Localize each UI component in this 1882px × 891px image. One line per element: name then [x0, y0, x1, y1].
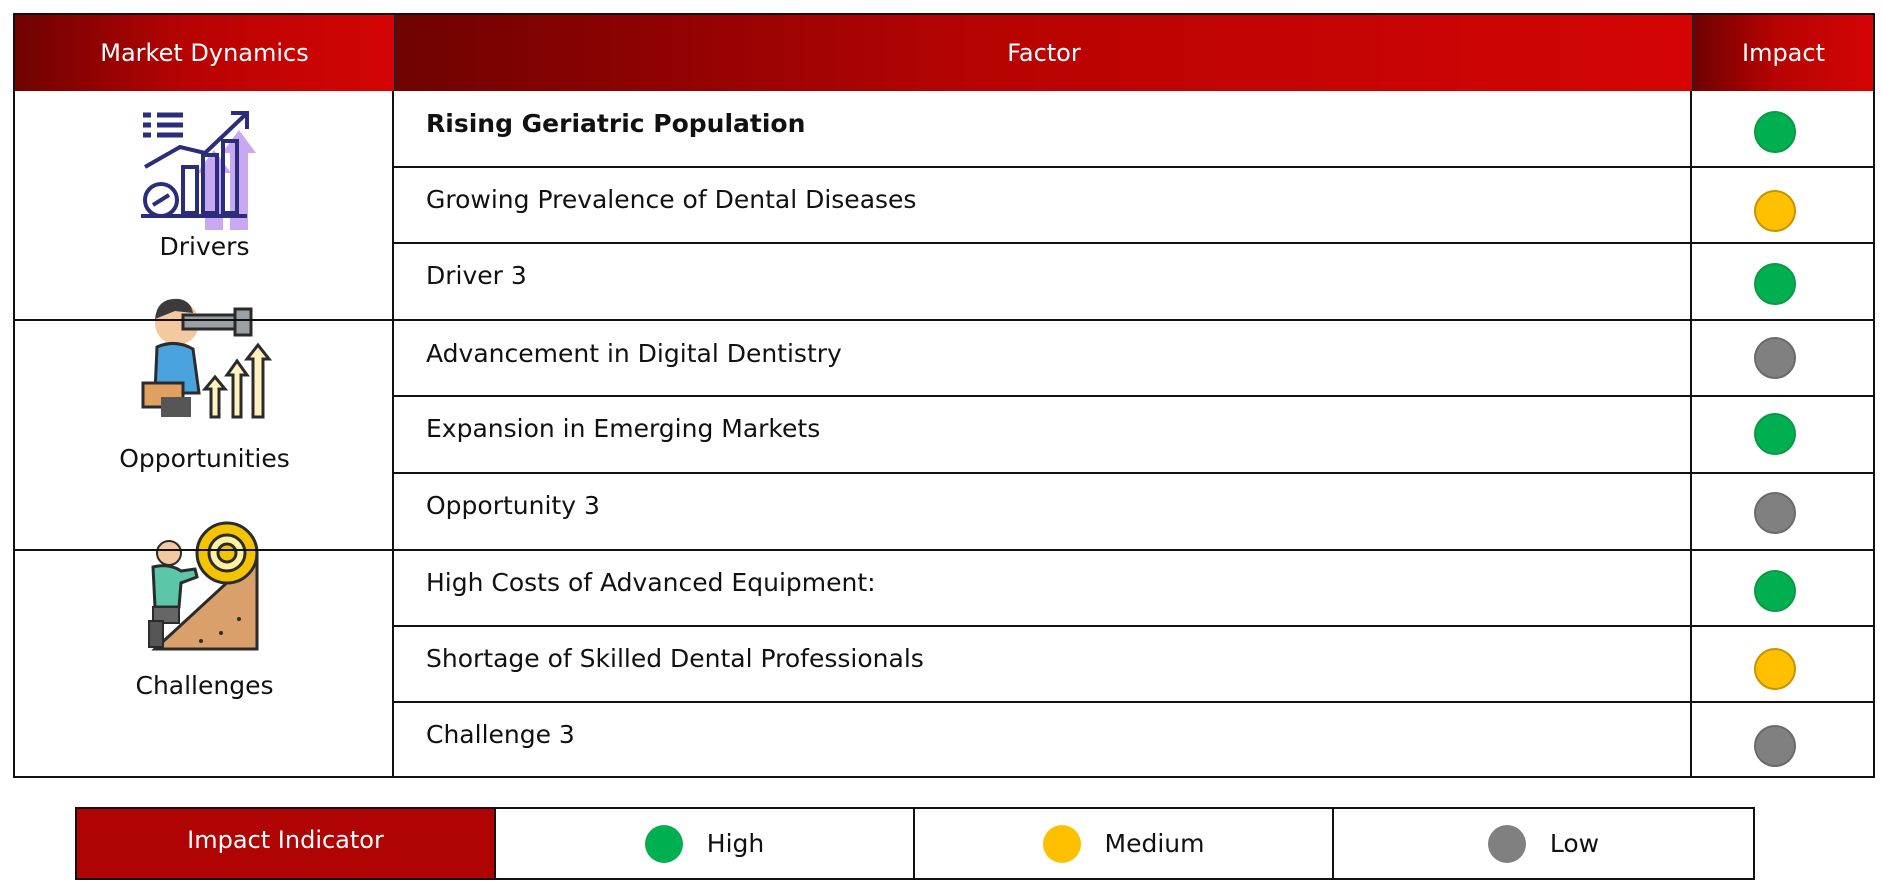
binoculars-person-icon	[135, 289, 275, 433]
row-divider	[392, 701, 1873, 703]
impact-indicator-dot	[1754, 648, 1796, 690]
group-opportunities: Opportunities	[15, 281, 394, 507]
factor-row: Growing Prevalence of Dental Diseases	[426, 185, 917, 214]
group-divider	[15, 319, 1873, 321]
growth-chart-icon	[135, 105, 275, 239]
climbing-gear-icon	[135, 515, 275, 659]
low-dot-icon	[1487, 824, 1526, 863]
row-divider	[392, 242, 1873, 244]
factor-row: Challenge 3	[426, 720, 575, 749]
legend-item-high: High	[496, 809, 915, 878]
header-market-dynamics: Market Dynamics	[15, 15, 394, 91]
factor-row: Opportunity 3	[426, 491, 600, 520]
row-divider	[392, 166, 1873, 168]
factor-row: Driver 3	[426, 261, 527, 290]
high-dot-icon	[644, 824, 683, 863]
row-divider	[392, 472, 1873, 474]
group-label-challenges: Challenges	[135, 671, 274, 700]
factor-row: High Costs of Advanced Equipment:	[426, 568, 876, 597]
group-label-opportunities: Opportunities	[119, 444, 290, 473]
row-divider	[392, 395, 1873, 397]
impact-legend: Impact Indicator High Medium Low	[75, 807, 1755, 880]
impact-indicator-dot	[1754, 190, 1796, 232]
row-divider	[392, 625, 1873, 627]
market-dynamics-table: Market Dynamics Factor Impact	[13, 13, 1875, 778]
group-drivers: Drivers	[15, 91, 394, 281]
legend-title: Impact Indicator	[77, 809, 496, 878]
impact-indicator-dot	[1754, 725, 1796, 767]
factor-row: Rising Geriatric Population	[426, 109, 806, 138]
impact-indicator-dot	[1754, 337, 1796, 379]
header-impact: Impact	[1692, 15, 1873, 91]
group-label-drivers: Drivers	[159, 232, 250, 261]
grid-divider	[1690, 91, 1692, 776]
impact-indicator-dot	[1754, 413, 1796, 455]
factor-row: Expansion in Emerging Markets	[426, 414, 821, 443]
impact-indicator-dot	[1754, 492, 1796, 534]
legend-item-medium: Medium	[915, 809, 1334, 878]
legend-label: Low	[1549, 829, 1600, 858]
group-challenges: Challenges	[15, 507, 394, 776]
medium-dot-icon	[1042, 824, 1081, 863]
header-factor: Factor	[394, 15, 1692, 91]
legend-label: Medium	[1104, 829, 1205, 858]
impact-indicator-dot	[1754, 570, 1796, 612]
factor-row: Advancement in Digital Dentistry	[426, 339, 842, 368]
impact-indicator-dot	[1754, 111, 1796, 153]
legend-item-low: Low	[1334, 809, 1753, 878]
group-divider	[15, 549, 1873, 551]
grid-divider	[392, 91, 394, 776]
legend-label: High	[706, 829, 765, 858]
factor-row: Shortage of Skilled Dental Professionals	[426, 644, 924, 673]
impact-indicator-dot	[1754, 263, 1796, 305]
